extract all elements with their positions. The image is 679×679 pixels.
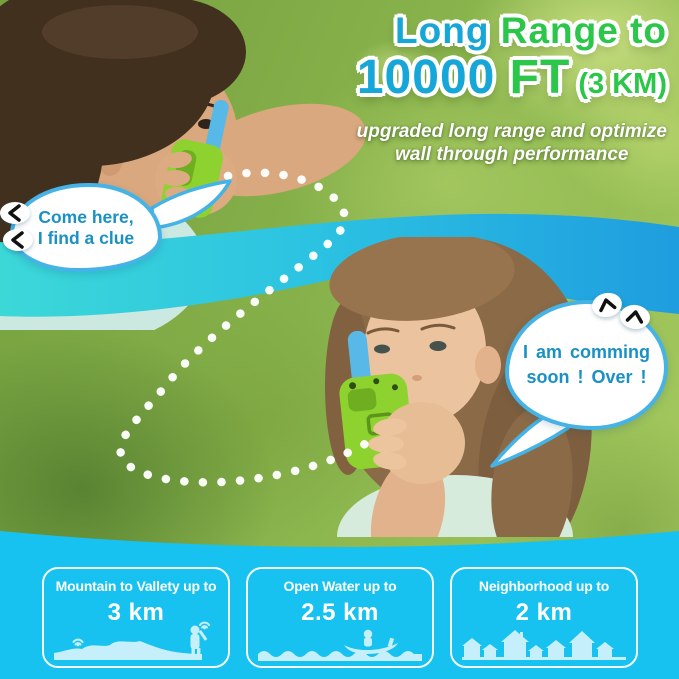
- range-card-neighborhood: Neighborhood up to 2 km: [450, 567, 638, 668]
- subtitle-line1: upgraded long range and optimize: [356, 121, 667, 142]
- radio-wave-left-icon: [3, 229, 33, 251]
- headline-long: Long: [395, 10, 490, 51]
- card-title: Open Water up to: [283, 578, 397, 594]
- headline-line2: 10000 FT (3 KM): [357, 53, 667, 109]
- range-card-water: Open Water up to 2.5 km: [246, 567, 434, 668]
- headline-10000: 10000: [356, 51, 496, 104]
- headline-line1: Long Range to: [357, 10, 667, 52]
- headline-subtitle: upgraded long range and optimize wall th…: [357, 120, 667, 166]
- headline-range-to: Range to: [489, 10, 667, 51]
- range-card-mountain: Mountain to Vallety up to 3 km: [42, 567, 230, 668]
- bubble-right-line2: soon ! Over !: [526, 367, 647, 387]
- card-title: Mountain to Vallety up to: [55, 578, 217, 594]
- card-title: Neighborhood up to: [478, 578, 610, 594]
- boat-on-water-silhouette-icon: [258, 629, 422, 661]
- mountain-hiker-silhouette-icon: [54, 621, 210, 660]
- bubble-left-line2: I find a clue: [37, 227, 135, 248]
- headline-ft: FT: [495, 51, 571, 104]
- left-bubble-tail: [150, 179, 232, 230]
- houses-silhouette-icon: [462, 630, 626, 660]
- bubble-left-line1: Come here,: [38, 206, 134, 227]
- headline-block: Long Range to 10000 FT (3 KM) upgraded l…: [357, 10, 667, 166]
- bubble-right-line1: I am comming: [522, 342, 651, 362]
- subtitle-line2: wall through performance: [395, 144, 629, 165]
- radio-wave-left-icon: [0, 202, 30, 224]
- headline-3km: (3 KM): [570, 68, 667, 100]
